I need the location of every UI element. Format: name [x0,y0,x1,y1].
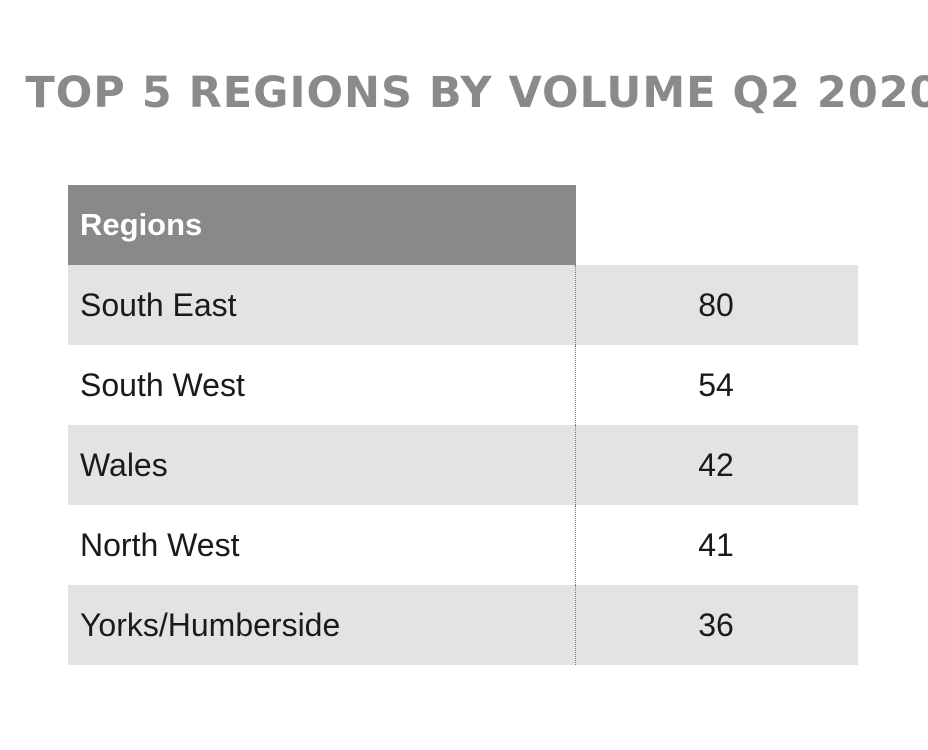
region-cell: Wales [68,425,576,505]
page-title: TOP 5 REGIONS BY VOLUME Q2 2020 [25,68,928,118]
value-cell: 80 [698,286,734,323]
region-cell: South West [68,345,576,425]
region-cell: North West [68,505,576,585]
region-cell: South East [68,265,576,345]
value-cell: 42 [698,446,734,483]
table-row: South East 80 [68,265,858,345]
table-row: Wales 42 [68,425,858,505]
value-column-header [576,185,858,265]
value-cell: 54 [698,366,734,403]
value-cell: 36 [698,606,734,643]
regions-table: Regions South East 80 South West 54 Wale… [68,185,858,665]
table-row: South West 54 [68,345,858,425]
regions-column-header: Regions [68,185,576,265]
value-cell: 41 [698,526,734,563]
region-cell: Yorks/Humberside [68,585,576,665]
table-header-row: Regions [68,185,858,265]
table-row: North West 41 [68,505,858,585]
table-row: Yorks/Humberside 36 [68,585,858,665]
